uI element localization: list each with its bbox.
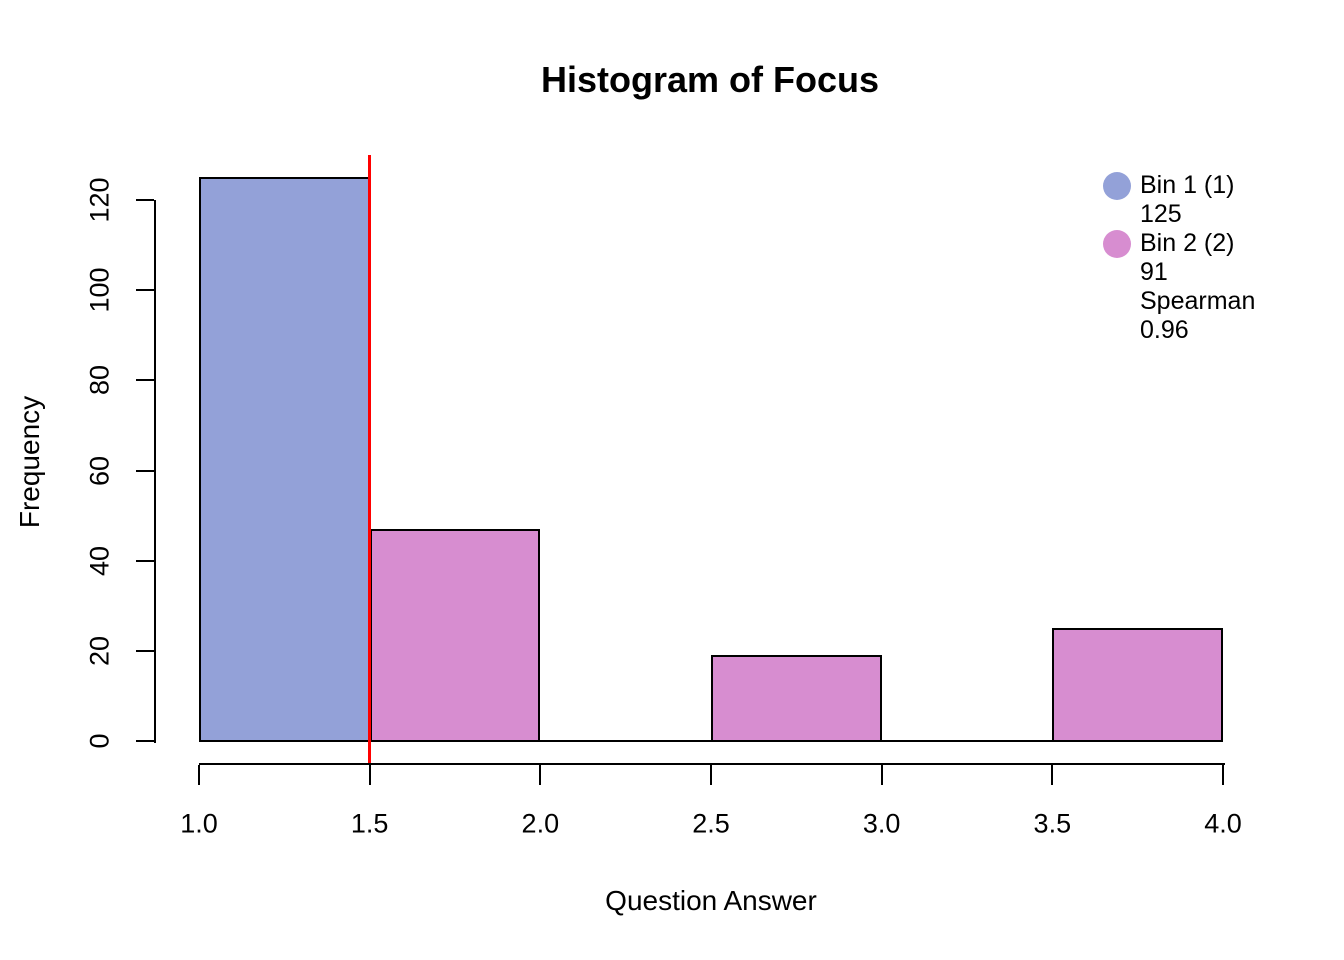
y-axis-line [154,200,156,743]
y-tick [136,199,154,201]
y-tick-label: 20 [84,635,115,666]
legend: Bin 1 (1) 125 Bin 2 (2) 91 Spearman 0.96 [1103,171,1255,345]
x-tick [198,765,200,785]
x-tick-label: 2.0 [521,808,560,839]
legend-stat-value: 0.96 [1140,316,1189,344]
red-reference-line [368,155,372,763]
legend-value-bin2: 91 [1140,258,1168,286]
legend-swatch-bin2-icon [1103,230,1131,258]
x-axis-line [199,763,1225,765]
x-tick-label: 2.5 [692,808,730,839]
x-tick [1222,765,1224,785]
y-tick-label: 120 [84,177,115,223]
y-axis-title: Frequency [14,395,45,529]
y-tick-label: 60 [84,455,115,486]
x-tick-label: 1.0 [180,808,218,839]
histogram-bar [199,177,370,742]
x-axis-title: Question Answer [605,885,817,916]
x-tick [539,765,542,785]
legend-stat-name: Spearman [1140,287,1256,315]
y-tick-label: 80 [84,365,115,396]
y-tick [136,740,154,742]
x-tick [710,765,712,785]
x-tick-label: 4.0 [1204,808,1242,839]
legend-label-bin1: Bin 1 (1) [1140,171,1235,199]
x-tick-label: 3.5 [1033,808,1072,839]
y-tick [136,289,154,292]
legend-entry-bin2: Bin 2 (2) 91 Spearman 0.96 [1103,229,1255,345]
x-tick-label: 3.0 [862,808,901,839]
y-tick-label: 100 [84,267,115,313]
legend-label-bin2: Bin 2 (2) [1140,229,1235,257]
x-tick [880,765,883,785]
legend-swatch-bin1-icon [1103,172,1131,200]
histogram-bar [711,655,882,742]
legend-value-bin1: 125 [1140,200,1182,228]
histogram-bar [369,529,541,742]
y-tick-label: 0 [84,733,115,749]
x-tick [1051,765,1054,785]
y-tick [136,649,154,652]
y-tick [136,379,154,382]
x-tick [368,765,371,785]
legend-entry-bin1: Bin 1 (1) 125 [1103,171,1255,229]
chart-title: Histogram of Focus [540,59,880,100]
y-tick [136,559,154,562]
histogram-bar [1052,628,1223,742]
y-tick [136,469,154,472]
x-tick-label: 1.5 [350,808,389,839]
y-tick-label: 40 [84,545,115,576]
